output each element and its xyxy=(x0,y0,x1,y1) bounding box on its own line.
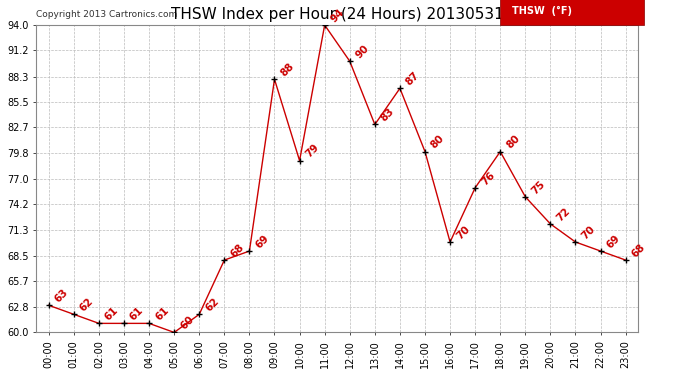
Text: 83: 83 xyxy=(379,106,396,124)
Text: 80: 80 xyxy=(429,134,446,151)
Text: 69: 69 xyxy=(254,233,270,250)
Title: THSW Index per Hour (24 Hours) 20130531: THSW Index per Hour (24 Hours) 20130531 xyxy=(171,8,504,22)
Text: 94: 94 xyxy=(329,7,346,24)
Text: 70: 70 xyxy=(454,224,472,241)
Text: 76: 76 xyxy=(480,170,497,187)
Text: 79: 79 xyxy=(304,142,321,160)
Text: 90: 90 xyxy=(354,43,371,60)
Text: 60: 60 xyxy=(178,314,196,332)
Text: 75: 75 xyxy=(529,178,547,196)
Text: 88: 88 xyxy=(279,61,296,78)
FancyBboxPatch shape xyxy=(500,0,644,25)
Text: 68: 68 xyxy=(228,242,246,260)
Text: 69: 69 xyxy=(604,233,622,250)
Text: 61: 61 xyxy=(103,305,121,322)
Text: 62: 62 xyxy=(78,296,95,314)
Text: 61: 61 xyxy=(153,305,170,322)
Text: 70: 70 xyxy=(580,224,597,241)
Text: 61: 61 xyxy=(128,305,146,322)
Text: 62: 62 xyxy=(204,296,221,314)
Text: 80: 80 xyxy=(504,134,522,151)
Text: THSW  (°F): THSW (°F) xyxy=(512,6,572,16)
Text: 87: 87 xyxy=(404,70,422,87)
Text: Copyright 2013 Cartronics.com: Copyright 2013 Cartronics.com xyxy=(36,10,177,19)
Text: 72: 72 xyxy=(555,206,572,223)
Text: 68: 68 xyxy=(630,242,647,260)
Text: 63: 63 xyxy=(53,287,70,304)
